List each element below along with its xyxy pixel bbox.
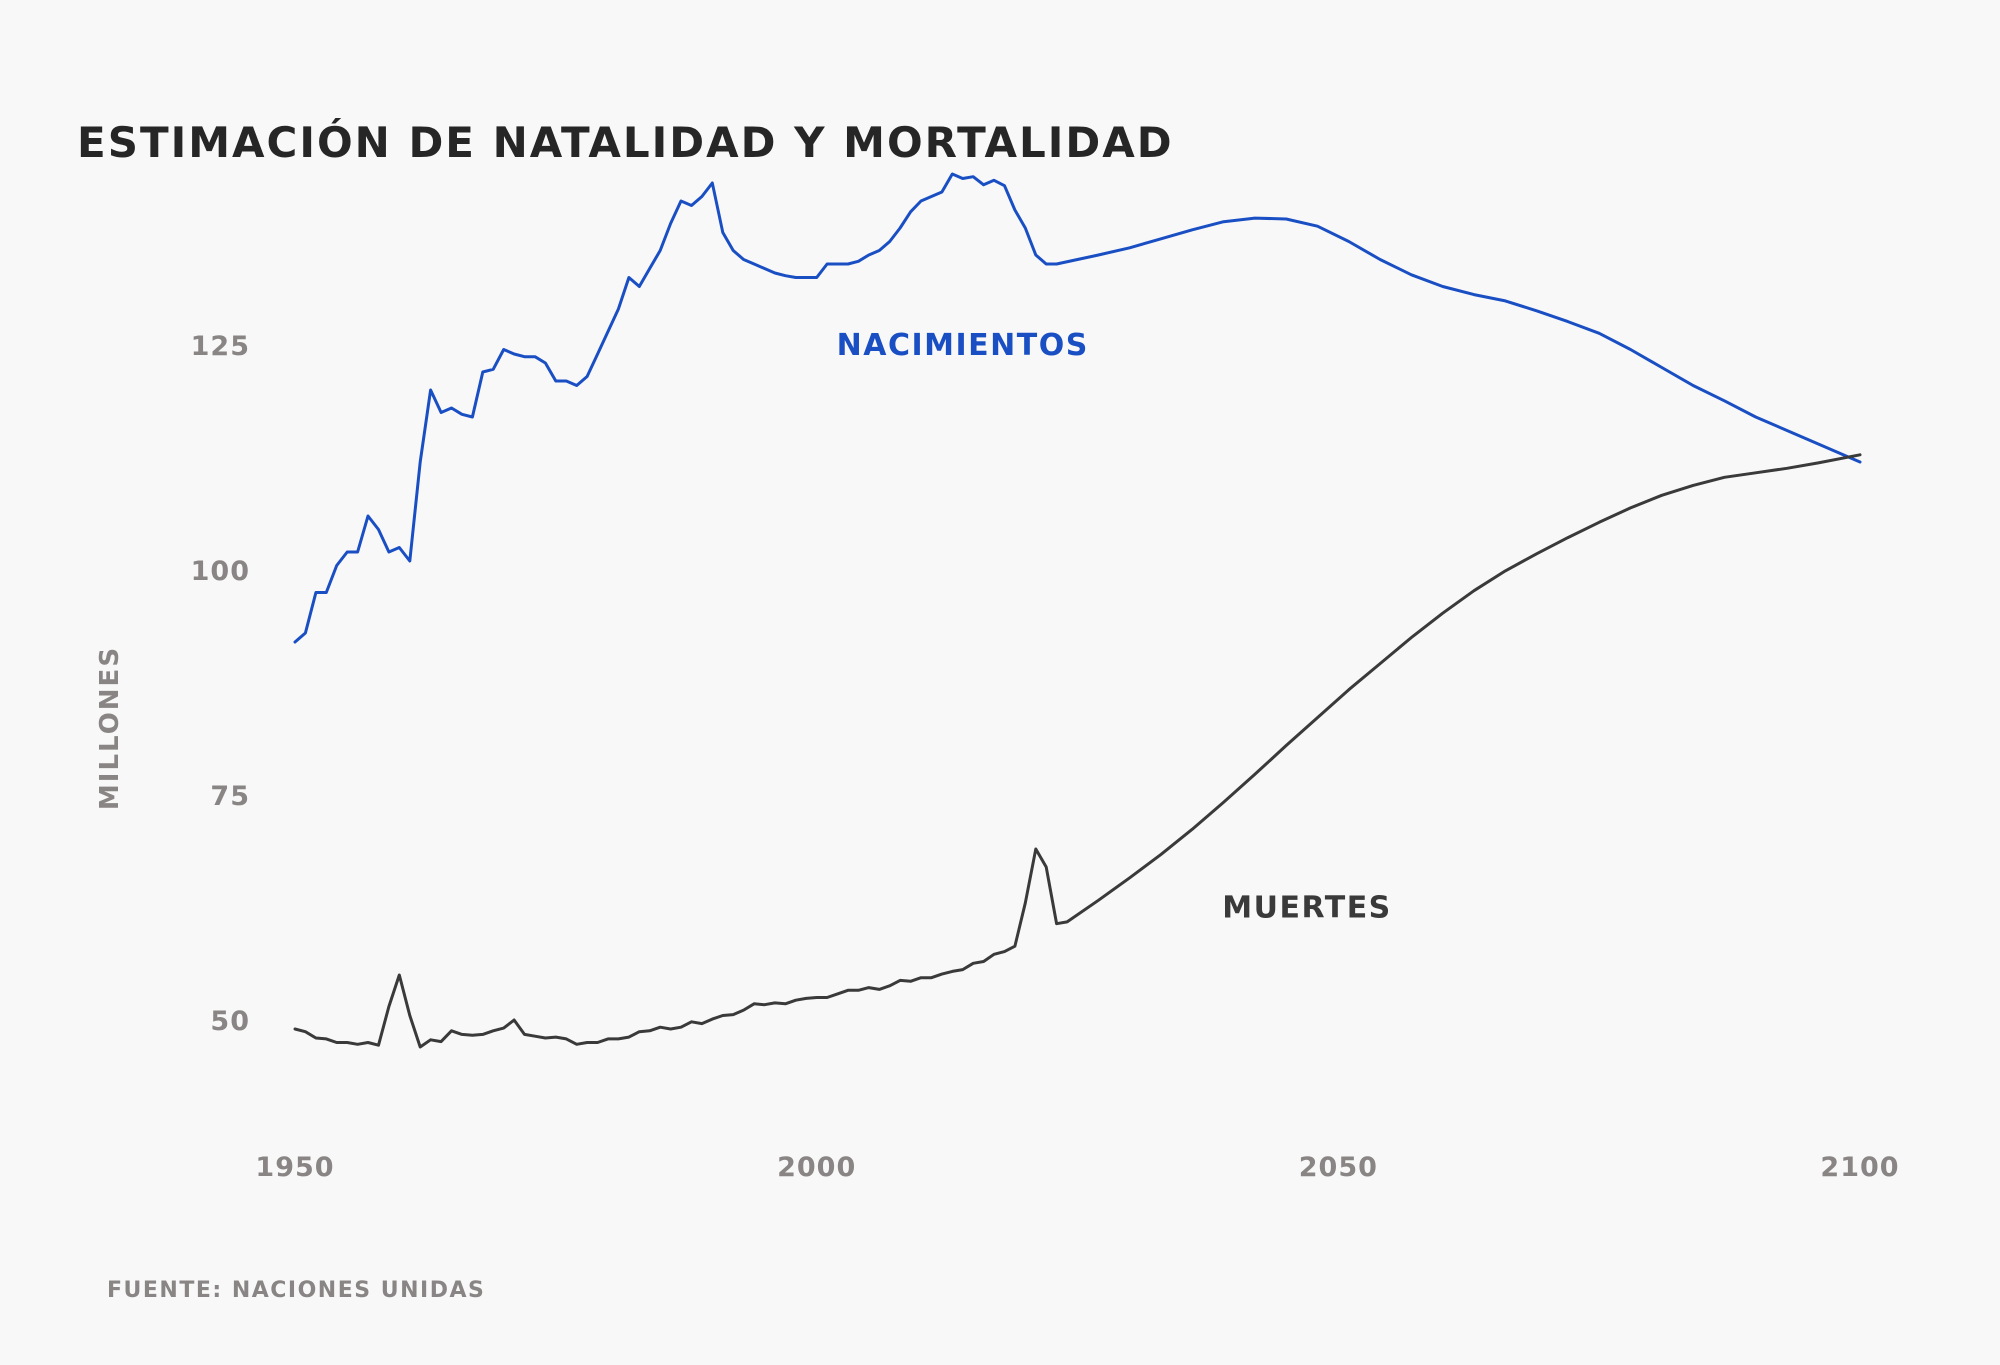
series-label-muertes: MUERTES [1222,891,1392,926]
y-tick-label: 50 [210,1006,250,1037]
y-tick-label: 75 [210,781,250,812]
x-tick-label: 2050 [1299,1152,1378,1183]
x-tick-label: 1950 [255,1152,334,1183]
series-line-nacimientos [293,172,1862,644]
y-axis-ticks: 50 75 100 125 [191,331,250,1037]
series-labels: NACIMIENTOS MUERTES [837,328,1392,926]
chart-title: ESTIMACIÓN DE NATALIDAD Y MORTALIDAD [77,117,1174,167]
y-tick-label: 125 [191,331,250,362]
x-tick-label: 2100 [1820,1152,1899,1183]
y-axis-title: MILLONES [95,646,125,810]
y-tick-label: 100 [191,556,250,587]
series-label-nacimientos: NACIMIENTOS [837,328,1089,363]
x-tick-label: 2000 [777,1152,856,1183]
x-axis-ticks: 1950 2000 2050 2100 [255,1152,1899,1183]
source-note: FUENTE: NACIONES UNIDAS [107,1278,485,1303]
series-line-muertes [293,453,1862,1049]
series-lines [293,172,1862,1049]
